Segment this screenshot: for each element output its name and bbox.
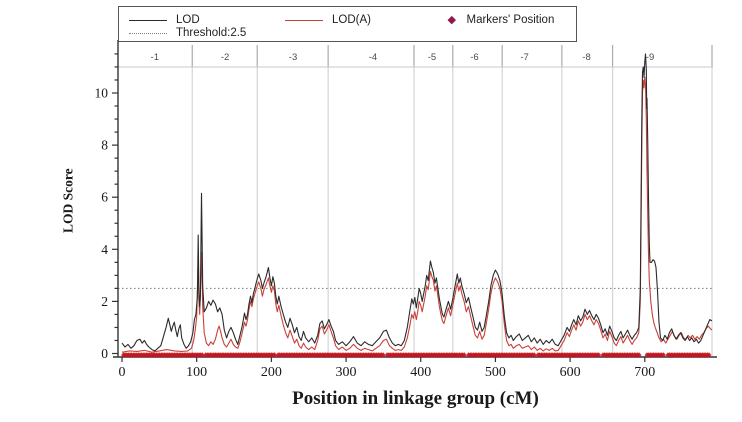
legend-item-lod: LOD <box>129 13 200 27</box>
marker-diamond <box>531 352 537 358</box>
marker-diamond <box>596 352 602 358</box>
x-tick-label: 700 <box>634 365 655 380</box>
y-tick-label: 10 <box>95 86 109 101</box>
x-tick-label: 200 <box>261 365 282 380</box>
chart-legend: LOD LOD(A) Markers' Position Threshold:2… <box>118 6 577 42</box>
loda-series-path <box>121 76 713 353</box>
linkage-group-label: -2 <box>221 52 229 63</box>
legend-item-loda: LOD(A) <box>285 13 371 27</box>
marker-diamond-icon <box>447 16 456 24</box>
x-tick-label: 500 <box>485 365 506 380</box>
legend-label-lod: LOD <box>176 14 200 26</box>
linkage-group-label: -5 <box>428 52 436 63</box>
legend-item-markers: Markers' Position <box>445 13 554 27</box>
linkage-group-label: -8 <box>582 52 590 63</box>
loda-line-swatch <box>285 19 323 21</box>
x-axis-title: Position in linkage group (cM) <box>292 388 539 409</box>
y-tick-label: 8 <box>101 138 108 153</box>
linkage-group-label: -1 <box>151 52 159 63</box>
marker-diamond <box>661 352 666 358</box>
y-tick-label: 2 <box>101 294 108 309</box>
legend-label-loda: LOD(A) <box>332 14 371 26</box>
x-tick-label: 600 <box>560 365 581 380</box>
linkage-group-label: -6 <box>470 52 478 63</box>
lod-line-swatch <box>129 19 167 21</box>
marker-diamond <box>272 352 278 358</box>
marker-diamond <box>636 352 642 358</box>
linkage-group-label: -4 <box>369 52 377 63</box>
linkage-group-label: -3 <box>289 52 297 63</box>
y-axis-title: LOD Score <box>60 168 76 233</box>
y-tick-label: 6 <box>101 190 108 205</box>
threshold-line-swatch <box>129 32 167 34</box>
marker-diamond <box>380 352 386 358</box>
legend-label-threshold: Threshold:2.5 <box>176 27 247 39</box>
y-tick-label: 4 <box>101 242 108 257</box>
marker-diamond <box>200 352 205 358</box>
marker-diamond <box>706 352 712 358</box>
legend-item-threshold: Threshold:2.5 <box>129 26 246 40</box>
linkage-group-label: -9 <box>646 52 654 63</box>
x-tick-label: 400 <box>410 365 431 380</box>
y-tick-label: 0 <box>101 346 108 361</box>
legend-label-markers: Markers' Position <box>466 14 555 26</box>
x-tick-label: 0 <box>119 365 126 380</box>
marker-diamond <box>461 352 467 358</box>
linkage-group-label: -7 <box>520 52 528 63</box>
lod-series-path <box>121 53 713 352</box>
x-tick-label: 300 <box>336 365 357 380</box>
x-tick-label: 100 <box>186 365 207 380</box>
